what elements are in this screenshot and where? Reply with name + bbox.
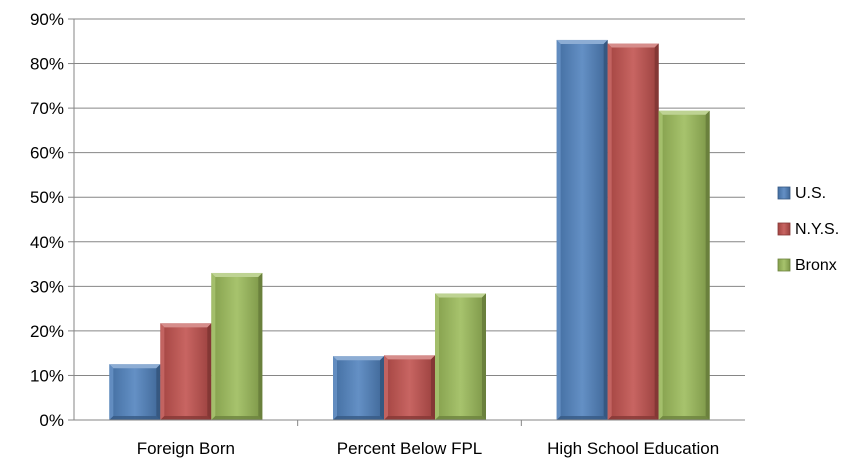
legend-item-us: U.S. — [777, 185, 826, 202]
y-tick-label: 70% — [30, 99, 64, 118]
legend-label: Bronx — [795, 257, 837, 274]
legend-swatch — [777, 258, 791, 272]
legend: U.S. N.Y.S. Bronx — [777, 185, 839, 274]
x-tick-label: High School Education — [547, 439, 719, 458]
x-tick-label: Percent Below FPL — [337, 439, 483, 458]
bar-nys-0 — [160, 323, 212, 420]
legend-swatch — [777, 222, 791, 236]
bar-bronx-2 — [658, 110, 710, 420]
bars — [109, 39, 710, 421]
legend-item-bronx: Bronx — [777, 257, 837, 274]
bar-us-0 — [109, 364, 161, 420]
y-tick-label: 0% — [39, 411, 64, 430]
x-tick-label: Foreign Born — [137, 439, 235, 458]
y-tick-label: 90% — [30, 10, 64, 29]
y-tick-label: 40% — [30, 233, 64, 252]
bar-nys-1 — [384, 355, 435, 420]
y-tick-label: 10% — [30, 366, 64, 385]
bar-us-2 — [556, 39, 608, 421]
bar-bronx-1 — [435, 293, 486, 420]
legend-swatch — [777, 186, 791, 200]
bar-us-1 — [333, 356, 384, 420]
bar-bronx-0 — [211, 272, 263, 420]
legend-label: U.S. — [795, 185, 826, 202]
legend-item-nys: N.Y.S. — [777, 221, 839, 238]
y-tick-label: 60% — [30, 144, 64, 163]
y-tick-label: 30% — [30, 277, 64, 296]
y-tick-label: 20% — [30, 322, 64, 341]
legend-label: N.Y.S. — [795, 221, 839, 238]
axes: 0% 10% 20% 30% 40% 50% 60% 70% 80% 90% Foreign Bor… — [30, 10, 745, 458]
y-tick-label: 80% — [30, 55, 64, 74]
y-tick-label: 50% — [30, 188, 64, 207]
bar-nys-2 — [607, 43, 659, 420]
